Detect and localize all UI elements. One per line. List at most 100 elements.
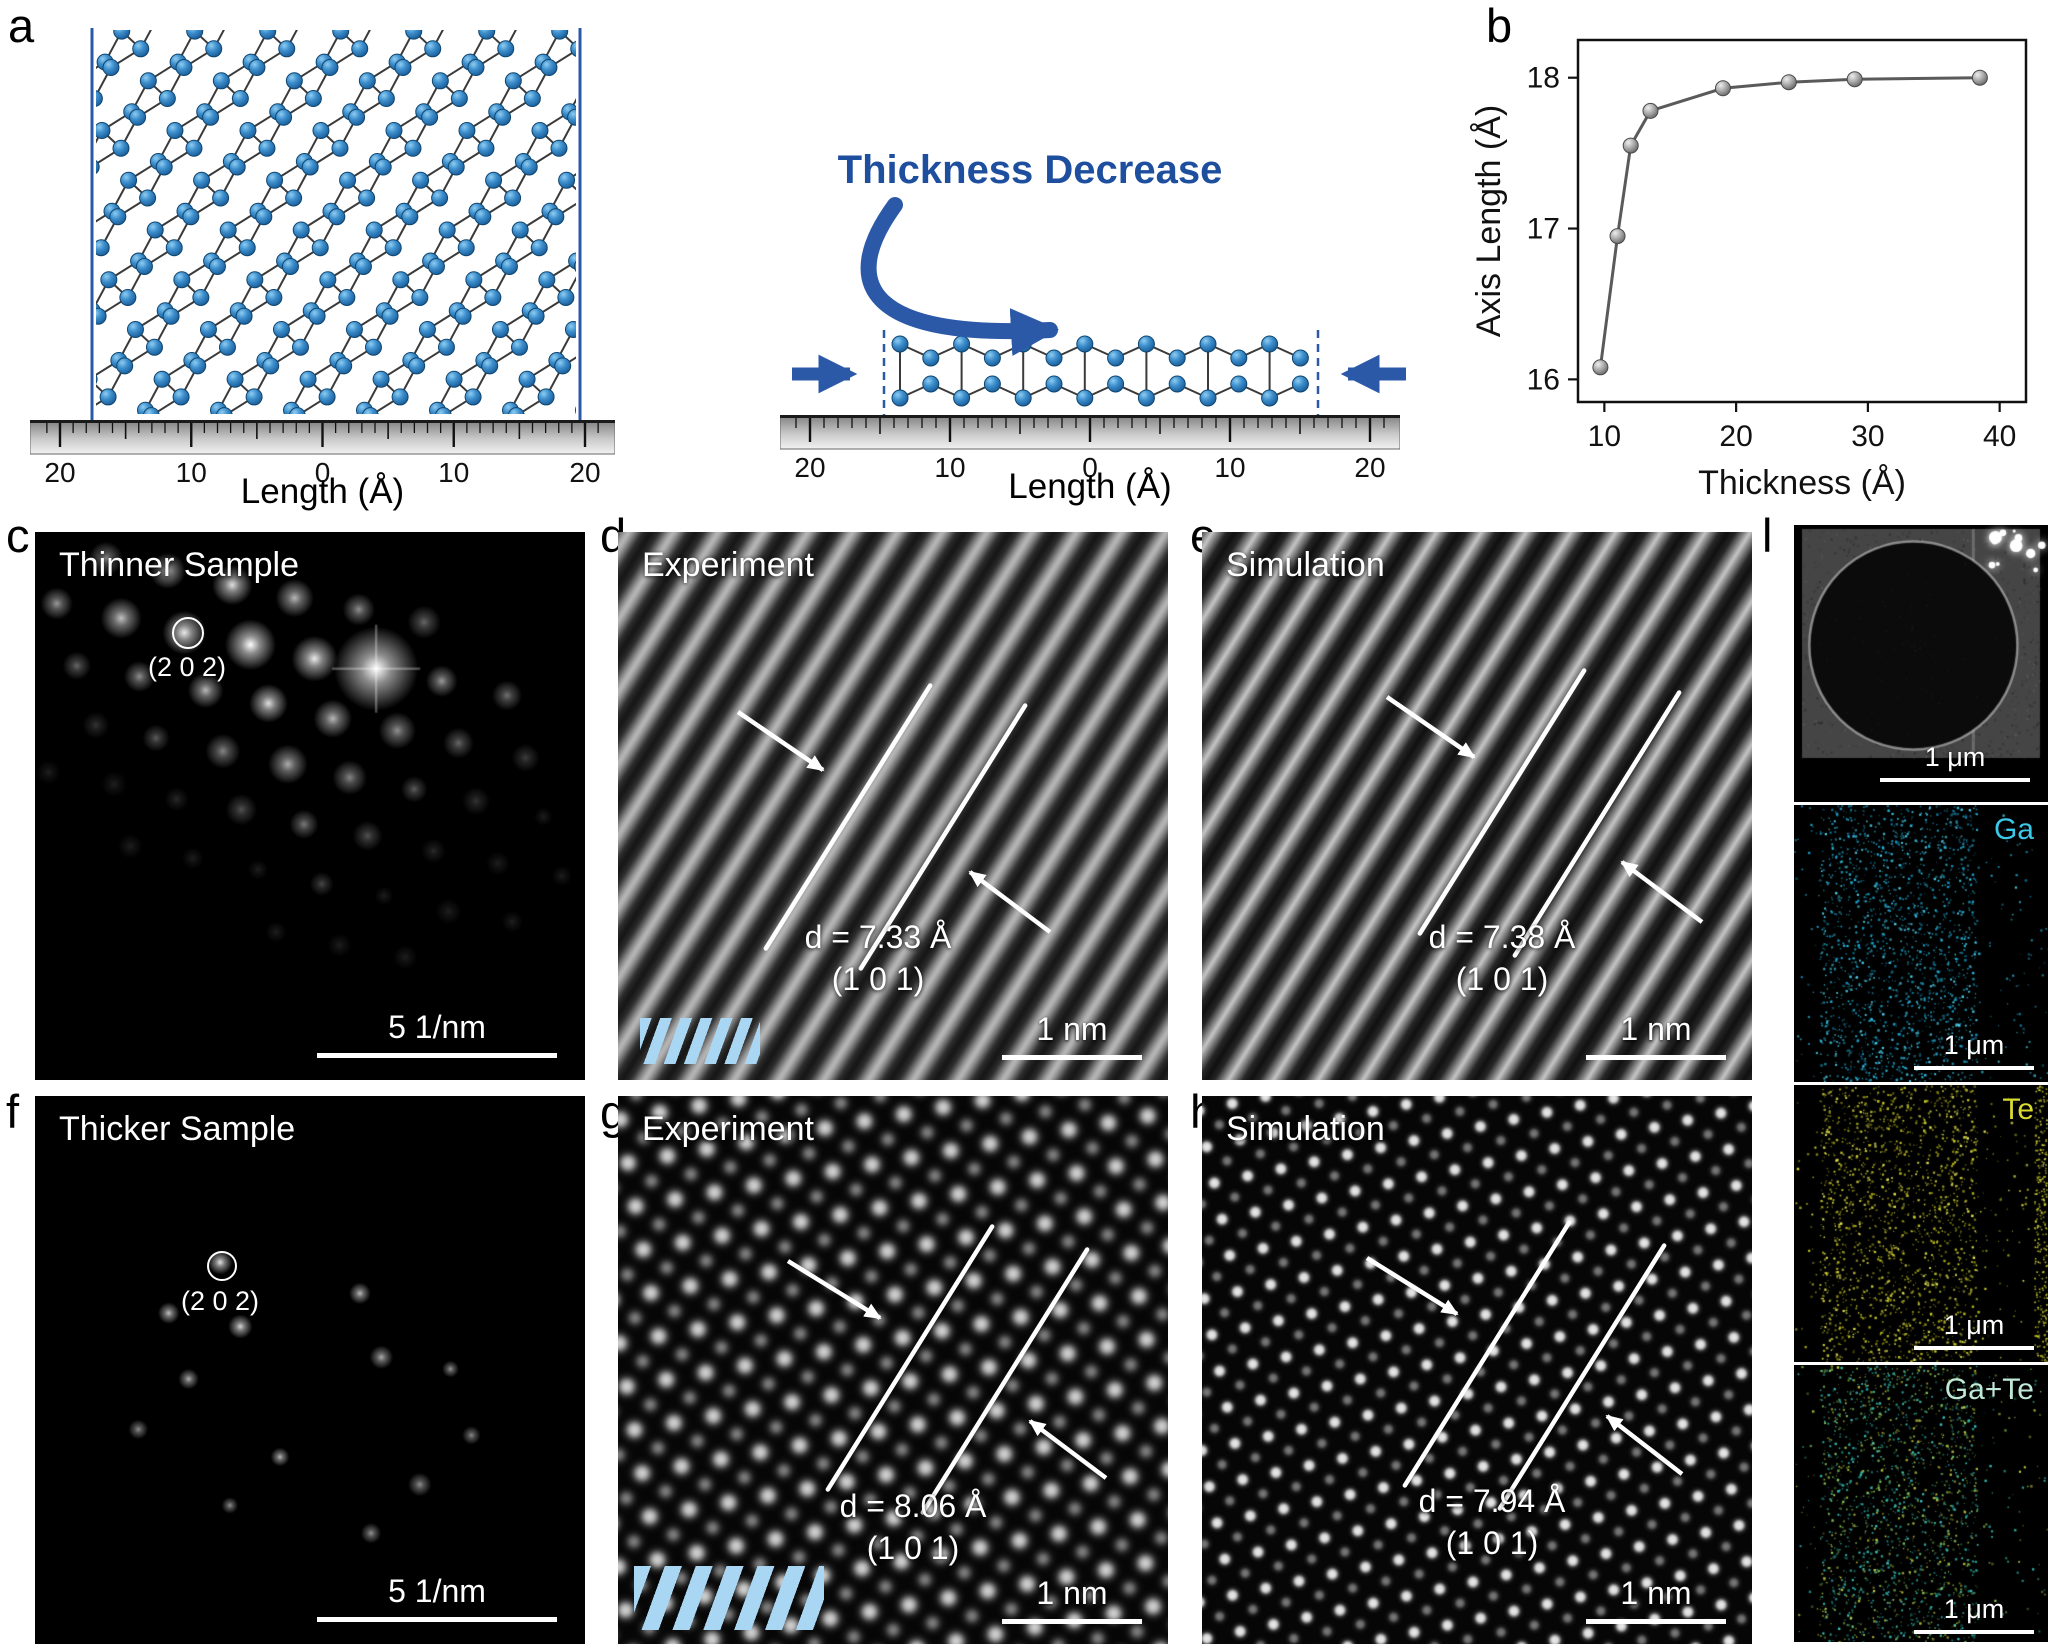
spot-label: (2 0 2) bbox=[147, 652, 227, 682]
scalebar: 1 μm bbox=[1880, 742, 2030, 782]
svg-text:18: 18 bbox=[1527, 62, 1560, 95]
panel-simulation-thin: Simulation d = 7.38 Å (1 0 1) 1 nm bbox=[1202, 532, 1752, 1080]
spot-circle bbox=[172, 617, 204, 649]
scalebar-line bbox=[1586, 1055, 1726, 1060]
thickness-decrease-arrow bbox=[860, 197, 1059, 357]
spot-label: (2 0 2) bbox=[180, 1286, 260, 1316]
scalebar: 1 μm bbox=[1914, 1310, 2034, 1350]
fft-image-thinner bbox=[35, 532, 585, 1080]
scalebar-line bbox=[1914, 1066, 2034, 1070]
chart-canvas: 10 20 30 40 16 17 18 Thickness (Å) Axis Length (… bbox=[1470, 38, 2028, 502]
tem-overview-tile: 1 μm bbox=[1794, 525, 2048, 802]
panel-simulation-thick: Simulation d = 7.94 Å (1 0 1) 1 nm bbox=[1202, 1096, 1752, 1644]
svg-text:Thickness (Å): Thickness (Å) bbox=[1698, 464, 1906, 502]
thin-lattice bbox=[891, 335, 1309, 407]
svg-text:17: 17 bbox=[1527, 213, 1560, 246]
bulk-lattice bbox=[96, 30, 576, 414]
svg-text:10: 10 bbox=[176, 457, 207, 488]
crystal-structure-art bbox=[90, 28, 1406, 426]
panel-label-f: f bbox=[6, 1085, 20, 1138]
panel-label-a: a bbox=[8, 0, 35, 52]
eds-map-ga-te bbox=[1794, 1365, 2048, 1642]
scalebar: 1 nm bbox=[1586, 1575, 1726, 1624]
svg-text:30: 30 bbox=[1851, 420, 1884, 453]
panel-title: Thicker Sample bbox=[59, 1110, 296, 1148]
scalebar-line bbox=[1002, 1619, 1142, 1624]
scalebar-line bbox=[1002, 1055, 1142, 1060]
svg-text:10: 10 bbox=[438, 457, 469, 488]
eds-map-te-tile: Te 1 μm bbox=[1794, 1085, 2048, 1362]
panel-title: Simulation bbox=[1226, 546, 1385, 584]
plane-index: (1 0 1) bbox=[1455, 960, 1549, 997]
svg-text:10: 10 bbox=[1214, 452, 1245, 483]
scalebar: 5 1/nm bbox=[317, 1009, 557, 1058]
svg-text:0: 0 bbox=[1082, 452, 1098, 483]
ruler-right-caption: Length (Å) bbox=[1008, 467, 1172, 506]
eds-map-te bbox=[1794, 1085, 2048, 1362]
svg-text:10: 10 bbox=[1588, 420, 1621, 453]
d-value: d = 7.38 Å bbox=[1428, 919, 1576, 955]
svg-text:10: 10 bbox=[934, 452, 965, 483]
d-value: d = 7.94 Å bbox=[1418, 1483, 1566, 1519]
panel-experiment-thick: Experiment d = 8.06 Å (1 0 1) 1 nm bbox=[618, 1096, 1168, 1644]
thickness-decrease-label: Thickness Decrease bbox=[837, 148, 1223, 192]
plane-index: (1 0 1) bbox=[1445, 1524, 1539, 1561]
svg-text:16: 16 bbox=[1527, 363, 1560, 396]
fft-image-thicker bbox=[35, 1096, 585, 1644]
scalebar-text: 1 μm bbox=[1943, 1310, 2005, 1340]
scalebar-text: 1 nm bbox=[1620, 1575, 1692, 1611]
element-label-te: Te bbox=[2002, 1093, 2034, 1126]
scalebar-text: 1 nm bbox=[1036, 1575, 1108, 1611]
scalebar-text: 1 μm bbox=[1943, 1594, 2005, 1624]
element-label-ga-te: Ga+Te bbox=[1944, 1373, 2034, 1406]
scalebar: 1 nm bbox=[1002, 1011, 1142, 1060]
eds-map-ga-tile: Ga 1 μm bbox=[1794, 805, 2048, 1082]
scalebar-text: 1 μm bbox=[1943, 1030, 2005, 1060]
scalebar-text: 5 1/nm bbox=[388, 1573, 486, 1609]
panel-title: Simulation bbox=[1226, 1110, 1385, 1148]
eds-map-gate-tile: Ga+Te 1 μm bbox=[1794, 1365, 2048, 1642]
ruler-left-caption: Length (Å) bbox=[240, 472, 405, 511]
panel-title: Thinner Sample bbox=[59, 546, 300, 584]
scalebar: 1 nm bbox=[1586, 1011, 1726, 1060]
scalebar-line bbox=[317, 1617, 557, 1622]
scalebar-line bbox=[1586, 1619, 1726, 1624]
scalebar: 1 nm bbox=[1002, 1575, 1142, 1624]
eds-map-ga bbox=[1794, 805, 2048, 1082]
element-label-ga: Ga bbox=[1993, 813, 2034, 846]
scalebar-line bbox=[317, 1053, 557, 1058]
scalebar: 1 μm bbox=[1914, 1030, 2034, 1070]
tem-overview-image bbox=[1794, 525, 2048, 802]
spot-circle bbox=[207, 1251, 237, 1281]
svg-text:20: 20 bbox=[1354, 452, 1385, 483]
scalebar: 5 1/nm bbox=[317, 1573, 557, 1622]
d-spacing-label: d = 7.38 Å (1 0 1) bbox=[1312, 917, 1692, 1000]
svg-text:Axis Length (Å): Axis Length (Å) bbox=[1470, 105, 1508, 337]
panel-label-c: c bbox=[6, 509, 30, 562]
panel-label-l: l bbox=[1762, 509, 1773, 562]
panel-label-b: b bbox=[1486, 0, 1513, 52]
svg-text:0: 0 bbox=[315, 457, 331, 488]
d-spacing-label: d = 8.06 Å (1 0 1) bbox=[723, 1486, 1103, 1569]
svg-text:20: 20 bbox=[44, 457, 75, 488]
scalebar-line bbox=[1914, 1630, 2034, 1634]
svg-text:20: 20 bbox=[569, 457, 600, 488]
ruler-left: 20 10 0 10 20 bbox=[30, 420, 615, 488]
plane-hatch-icon bbox=[640, 1018, 760, 1064]
scalebar-line bbox=[1914, 1346, 2034, 1350]
scalebar-text: 1 nm bbox=[1620, 1011, 1692, 1047]
svg-text:20: 20 bbox=[794, 452, 825, 483]
panel-thicker-fft: Thicker Sample (2 0 2) 5 1/nm bbox=[35, 1096, 585, 1644]
panel-title: Experiment bbox=[642, 546, 814, 584]
d-spacing-label: d = 7.94 Å (1 0 1) bbox=[1302, 1481, 1682, 1564]
scalebar-line bbox=[1880, 778, 2030, 782]
svg-text:20: 20 bbox=[1719, 420, 1752, 453]
panel-thinner-fft: Thinner Sample (2 0 2) 5 1/nm bbox=[35, 532, 585, 1080]
axis-length-chart: 10 20 30 40 16 17 18 Thickness (Å) Axis Length (… bbox=[1470, 0, 2048, 512]
scalebar-text: 1 μm bbox=[1924, 742, 1986, 772]
panel-title: Experiment bbox=[642, 1110, 814, 1148]
panel-experiment-thin: Experiment d = 7.33 Å (1 0 1) 1 nm bbox=[618, 532, 1168, 1080]
d-value: d = 7.33 Å bbox=[804, 919, 952, 955]
scalebar-text: 5 1/nm bbox=[388, 1009, 486, 1045]
